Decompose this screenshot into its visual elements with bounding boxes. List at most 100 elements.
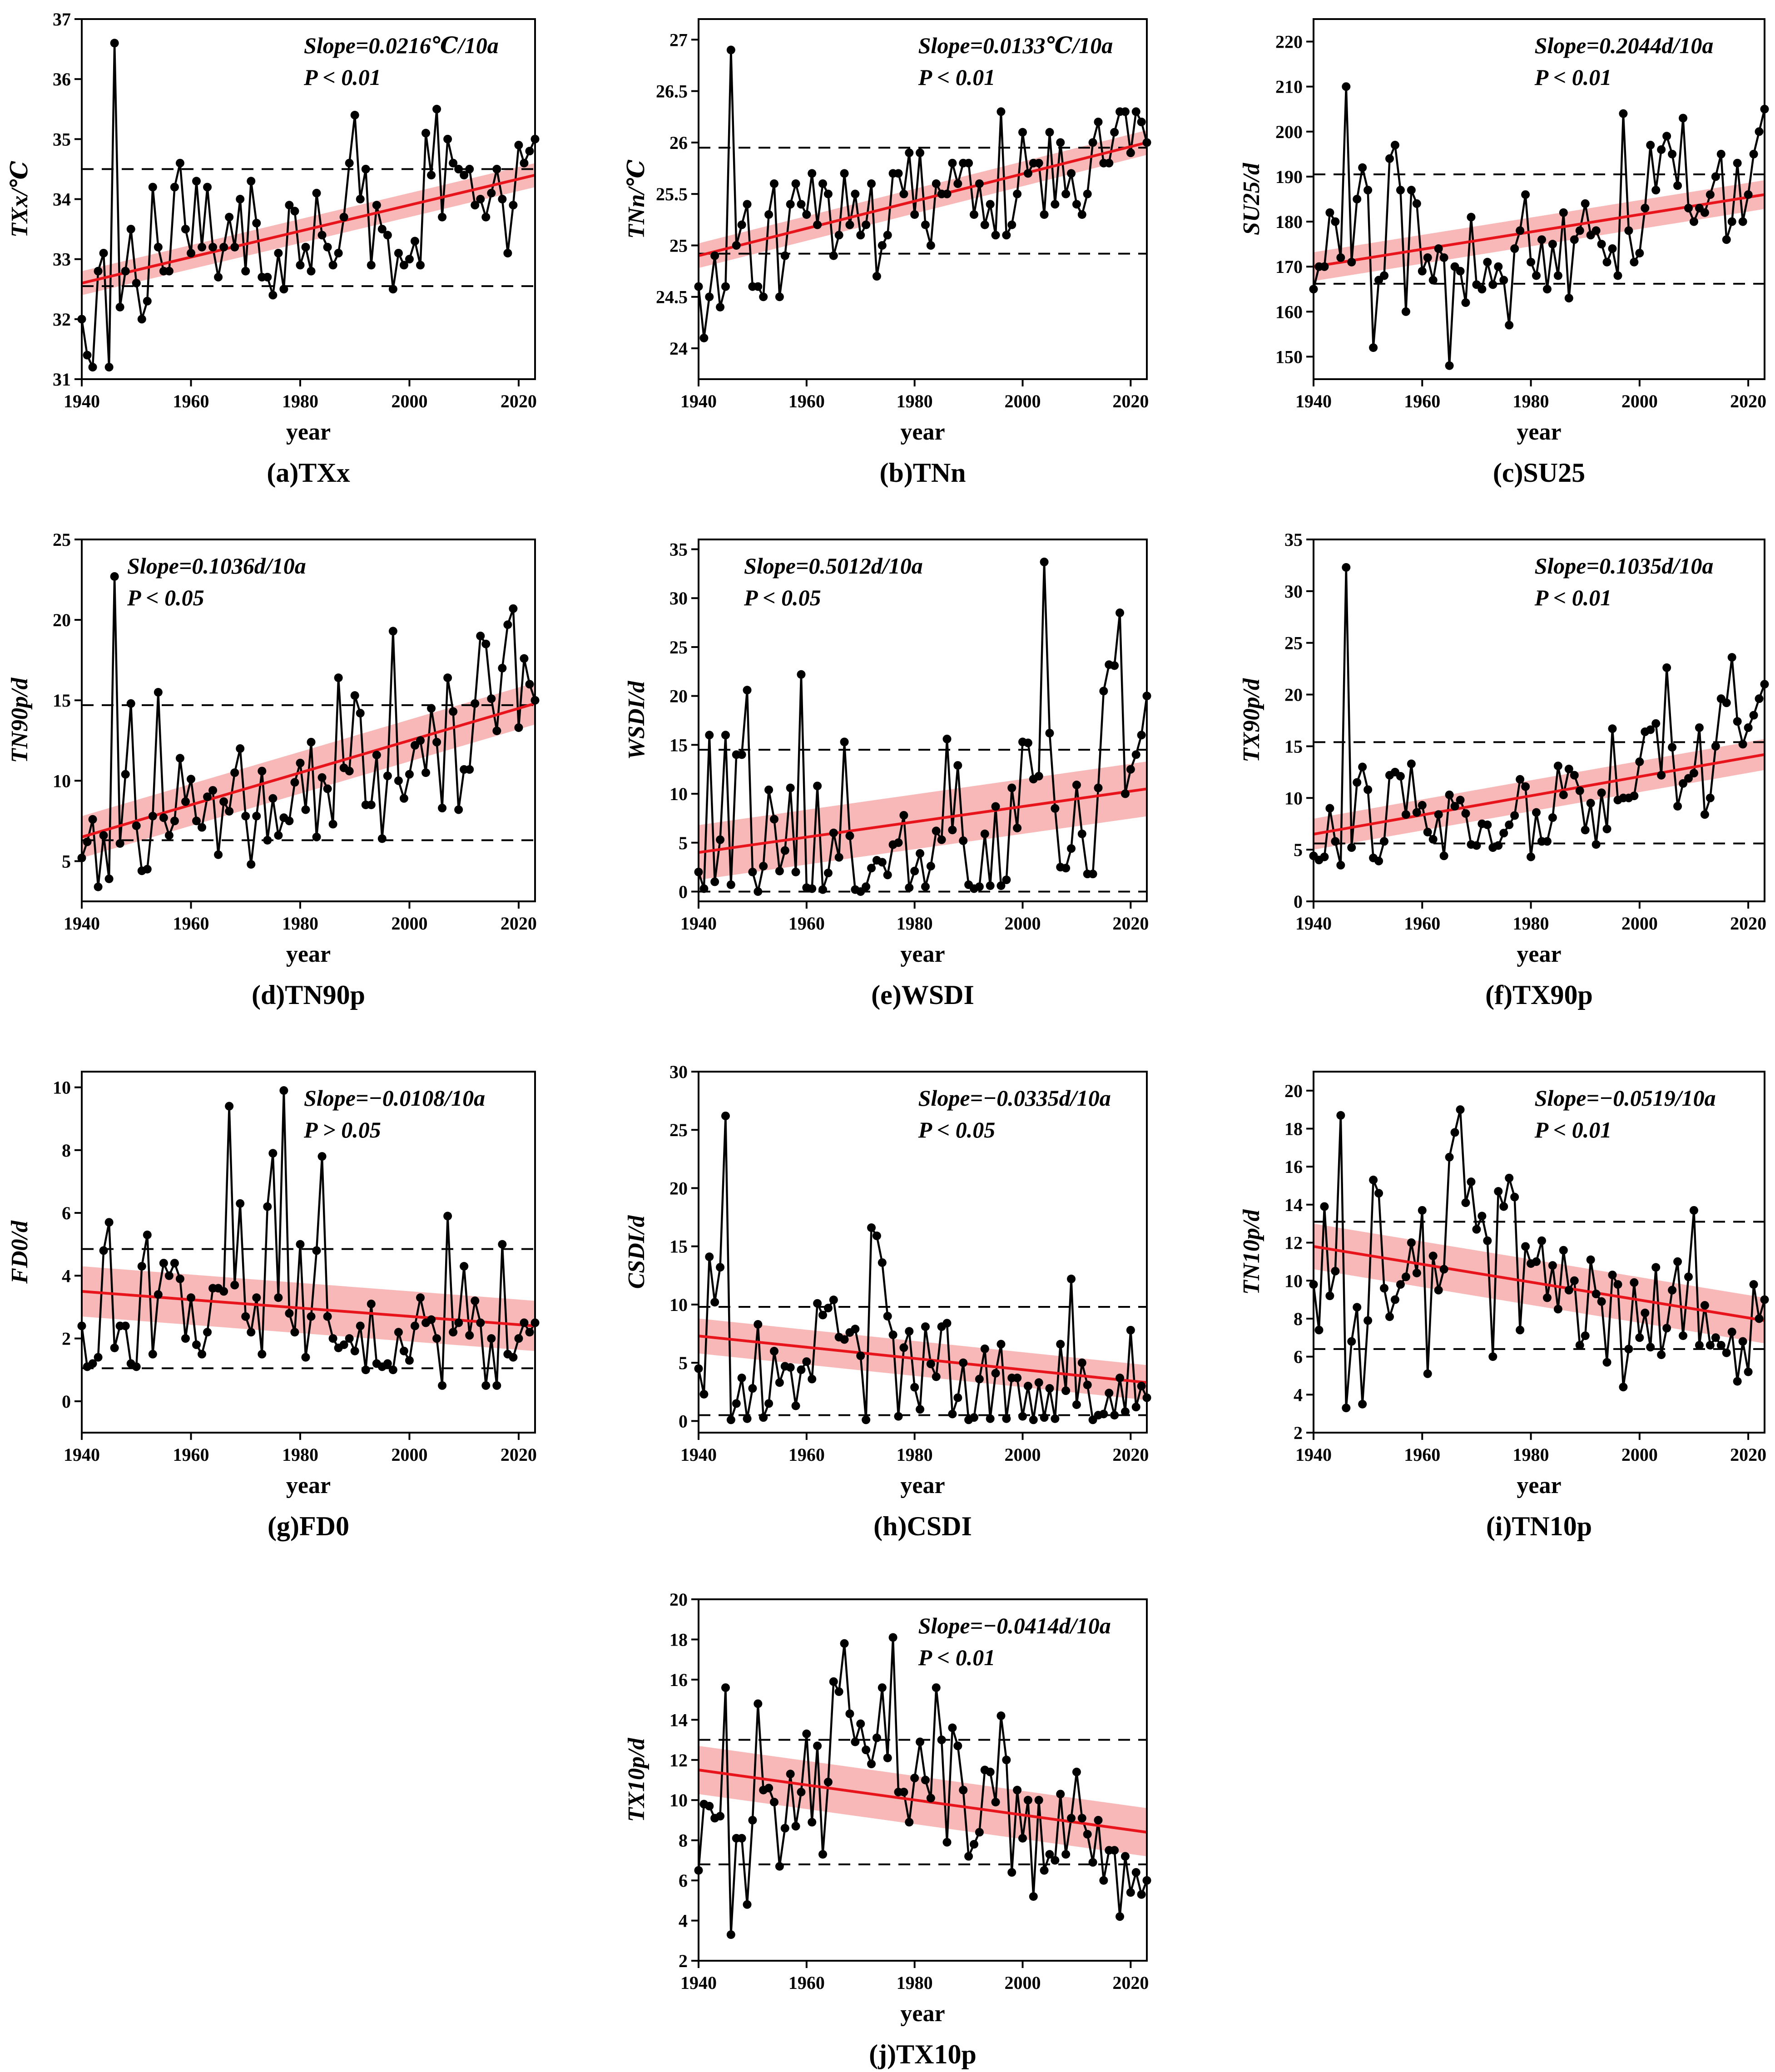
p-value-annotation: P < 0.01 xyxy=(918,64,996,90)
y-tick-label: 6 xyxy=(679,1870,688,1891)
data-point xyxy=(170,183,179,192)
data-point xyxy=(279,285,288,294)
data-point xyxy=(1320,852,1329,861)
data-point xyxy=(198,823,207,832)
data-point xyxy=(1423,253,1432,262)
data-point xyxy=(312,188,321,198)
data-point xyxy=(1575,1341,1584,1350)
y-tick-label: 160 xyxy=(1275,302,1303,322)
data-point xyxy=(899,1343,908,1352)
data-point xyxy=(991,231,1000,240)
data-point xyxy=(432,737,441,747)
trend-line xyxy=(1313,1245,1765,1322)
y-axis-label: TX90p/d xyxy=(1239,678,1264,762)
data-point xyxy=(1461,809,1470,818)
data-point xyxy=(1542,1293,1552,1302)
data-point xyxy=(520,158,529,168)
data-point xyxy=(1088,138,1097,147)
data-point xyxy=(791,179,800,188)
data-point xyxy=(487,188,496,198)
series-line xyxy=(697,49,1148,339)
data-point xyxy=(175,1274,184,1283)
data-point xyxy=(1749,1280,1758,1289)
data-point xyxy=(716,1263,725,1272)
data-point xyxy=(1094,118,1103,127)
series-line xyxy=(697,1115,1148,1421)
data-point xyxy=(1662,663,1671,672)
y-tick-label: 32 xyxy=(53,309,71,330)
p-value-annotation: P < 0.01 xyxy=(303,64,381,90)
data-point xyxy=(1537,235,1546,244)
data-point xyxy=(721,282,730,291)
plot-frame xyxy=(698,18,1148,380)
data-point xyxy=(471,201,480,210)
data-point xyxy=(83,837,92,846)
y-tick-label: 20 xyxy=(53,610,71,630)
x-tick-label: 1960 xyxy=(173,913,209,934)
data-point xyxy=(1434,1286,1443,1295)
data-point xyxy=(498,1240,507,1249)
data-point xyxy=(1018,1412,1027,1421)
data-point xyxy=(721,1111,730,1120)
data-point xyxy=(808,1375,817,1384)
data-point xyxy=(1679,114,1688,123)
y-tick-label: 10 xyxy=(669,1790,688,1810)
data-point xyxy=(1564,765,1573,774)
y-axis-label: FD0/d xyxy=(7,1220,33,1284)
y-tick-label: 10 xyxy=(53,771,71,791)
data-point xyxy=(1088,1858,1097,1867)
data-point xyxy=(1635,248,1644,257)
data-point xyxy=(1067,1814,1076,1823)
data-point xyxy=(438,1381,447,1390)
data-point xyxy=(252,811,261,821)
data-point xyxy=(823,869,833,878)
data-point xyxy=(290,207,299,216)
plot-frame xyxy=(81,539,536,902)
data-point xyxy=(1679,779,1688,788)
data-point xyxy=(1613,271,1622,280)
data-point xyxy=(186,1293,195,1302)
data-point xyxy=(894,169,903,178)
data-point xyxy=(1353,195,1362,203)
data-point xyxy=(1331,1266,1340,1276)
data-point xyxy=(1494,262,1503,271)
chart-panel-7: 0 2 4 6 8 10 1940 1960 1980 2000 2020 FD0/d year (g)F… xyxy=(7,1071,540,1541)
data-point xyxy=(1396,1280,1405,1289)
data-point xyxy=(1045,1384,1054,1393)
data-point xyxy=(1358,762,1367,771)
data-point xyxy=(726,45,735,54)
y-tick-label: 33 xyxy=(53,249,71,270)
data-point xyxy=(883,1753,892,1762)
data-point xyxy=(1002,1414,1011,1423)
data-point xyxy=(460,171,469,180)
y-tick-label: 150 xyxy=(1275,346,1303,367)
data-point xyxy=(769,1798,778,1807)
data-point xyxy=(1401,1272,1410,1281)
data-point xyxy=(818,1310,828,1320)
panel-caption: (f)TX90p xyxy=(1485,980,1593,1010)
data-point xyxy=(1325,1291,1334,1301)
data-point xyxy=(1083,1380,1092,1390)
data-point xyxy=(1099,1409,1108,1419)
data-point xyxy=(1428,276,1438,285)
data-point xyxy=(980,1344,989,1353)
data-point xyxy=(802,1357,811,1366)
data-point xyxy=(997,881,1006,890)
data-point xyxy=(1056,138,1065,147)
data-point xyxy=(1635,1333,1644,1342)
data-point xyxy=(1363,186,1373,195)
data-point xyxy=(432,104,441,114)
data-point xyxy=(1483,1236,1492,1245)
data-point xyxy=(1401,810,1410,819)
data-point xyxy=(872,1231,881,1241)
data-point xyxy=(953,179,962,188)
x-tick-label: 2000 xyxy=(1004,1444,1041,1465)
data-point xyxy=(317,1152,327,1161)
data-point xyxy=(334,673,343,682)
data-point xyxy=(1472,1225,1481,1234)
data-point xyxy=(247,860,256,869)
data-point xyxy=(94,267,103,276)
data-point xyxy=(764,785,773,794)
data-point xyxy=(1695,723,1704,732)
data-point xyxy=(361,164,370,173)
